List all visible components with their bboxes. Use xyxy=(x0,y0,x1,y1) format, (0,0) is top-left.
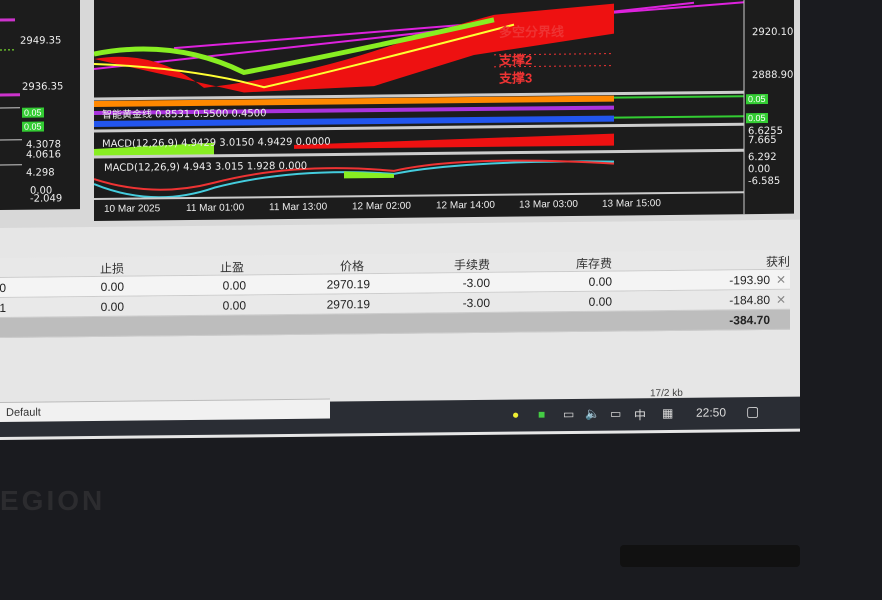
header-commission[interactable]: 手续费 xyxy=(453,257,490,273)
cell-tp: 0.00 xyxy=(222,278,246,293)
macd-label: MACD(12,26,9) 4.943 3.015 1.928 0.000 xyxy=(104,160,308,174)
header-tp[interactable]: 止盈 xyxy=(219,260,244,275)
cell-sl: 0.00 xyxy=(100,279,124,294)
nvidia-icon[interactable]: ■ xyxy=(538,407,546,422)
macd-tick: -6.585 xyxy=(748,175,781,188)
laptop-hinge xyxy=(620,545,800,567)
left-chart-lines xyxy=(0,18,22,166)
price-tick: 2920.10 xyxy=(752,26,794,39)
support2-label: 支撑2 xyxy=(499,52,533,68)
cell-profit: -184.80 xyxy=(729,292,770,308)
cell-profit: -193.90 xyxy=(729,272,770,288)
network-icon[interactable]: ▭ xyxy=(610,406,622,421)
cell-swap: 0.00 xyxy=(588,274,612,289)
chart-area: 2949.35 2936.35 0.05 0.05 4.3078 4.0616 … xyxy=(0,0,800,228)
value-tag: 0.05 xyxy=(22,121,44,132)
time-tick: 11 Mar 13:00 xyxy=(269,201,328,214)
ime-indicator[interactable]: 中 xyxy=(634,408,647,423)
header-profit[interactable]: 获利 xyxy=(765,254,790,269)
macd-tick: 0.00 xyxy=(748,163,771,176)
price-tick: 2936.35 xyxy=(22,81,64,93)
cell-sl: 0.00 xyxy=(100,299,124,314)
volume-icon[interactable]: 🔈 xyxy=(585,406,600,421)
macd-tick: 7.665 xyxy=(748,134,777,147)
value-tag: 0.05 xyxy=(746,93,768,105)
divider-label: 多空分界线 xyxy=(499,24,565,40)
laptop-brand-logo: EGION xyxy=(0,485,106,516)
price-chart xyxy=(93,0,745,215)
header-swap[interactable]: 库存费 xyxy=(575,256,612,271)
support3-label: 支撑3 xyxy=(499,70,533,86)
notification-icon[interactable]: ▢ xyxy=(746,403,760,420)
clock[interactable]: 22:50 xyxy=(696,405,727,420)
cell-price: 2970.19 xyxy=(326,277,370,292)
close-order-icon[interactable]: ✕ xyxy=(776,272,787,287)
status-bar: Default xyxy=(0,398,330,422)
left-chart-window[interactable]: 2949.35 2936.35 0.05 0.05 4.3078 4.0616 … xyxy=(0,0,80,210)
macd-tick: -2.049 xyxy=(30,193,63,205)
time-tick: 12 Mar 02:00 xyxy=(352,200,411,213)
value-tag: 0.05 xyxy=(746,112,768,124)
cell-commission: -3.00 xyxy=(462,275,490,291)
time-tick: 13 Mar 03:00 xyxy=(519,198,578,211)
profile-name: Default xyxy=(6,406,41,419)
indicator-label: 智能黄金线 0.8531 0.5500 0.4500 xyxy=(102,108,267,121)
macd-tick: 6.292 xyxy=(748,151,777,164)
row-id: 0 xyxy=(0,280,6,296)
time-tick: 11 Mar 01:00 xyxy=(186,202,245,215)
header-sl[interactable]: 止损 xyxy=(99,261,124,276)
cell-price: 2970.19 xyxy=(326,297,370,312)
header-price[interactable]: 价格 xyxy=(339,259,364,274)
price-tick: 2888.90 xyxy=(752,69,794,82)
close-order-icon[interactable]: ✕ xyxy=(776,292,787,307)
cell-commission: -3.00 xyxy=(462,295,490,311)
total-profit: -384.70 xyxy=(729,312,770,328)
keyboard-icon[interactable]: ▦ xyxy=(662,405,674,421)
battery-icon[interactable]: ▭ xyxy=(563,406,575,422)
trade-table: 止损 止盈 价格 手续费 库存费 获利 0 0.00 0.00 2970.19 … xyxy=(0,249,790,338)
main-chart-window[interactable]: 多空分界线 支撑2 支撑3 智能黄金线 0.8531 0.5500 0.4500… xyxy=(93,0,794,222)
macd-tick: 4.298 xyxy=(26,167,55,179)
time-tick: 13 Mar 15:00 xyxy=(602,198,661,210)
cell-swap: 0.00 xyxy=(588,294,612,309)
time-tick: 10 Mar 2025 xyxy=(104,203,161,215)
laptop-screen: 2949.35 2936.35 0.05 0.05 4.3078 4.0616 … xyxy=(0,0,800,441)
cell-tp: 0.00 xyxy=(222,298,246,313)
time-tick: 12 Mar 14:00 xyxy=(436,199,495,212)
price-tick: 2949.35 xyxy=(20,35,62,47)
macd-tick: 4.0616 xyxy=(26,149,61,161)
app-tray-icon[interactable]: ● xyxy=(512,407,520,422)
row-id: 1 xyxy=(0,300,6,316)
value-tag: 0.05 xyxy=(22,107,44,118)
